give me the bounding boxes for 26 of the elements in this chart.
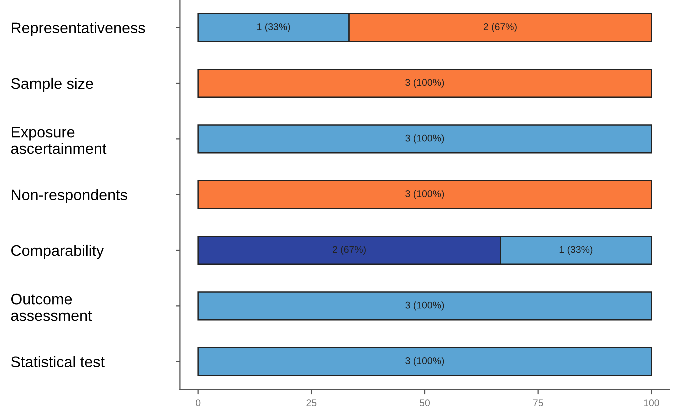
bar: [198, 292, 652, 321]
x-tick-label: 50: [420, 400, 430, 407]
bar: [198, 180, 652, 210]
data-label: 3 (100%): [406, 134, 444, 144]
x-tick-label: 75: [533, 400, 544, 407]
y-tick-label: Exposure ascertainment: [11, 127, 107, 154]
y-tick-label: Comparability: [12, 244, 104, 260]
bar: [198, 124, 652, 154]
data-label: 3 (100%): [406, 190, 444, 200]
data-label: 2 (67%): [484, 23, 517, 32]
data-label: 3 (100%): [406, 78, 444, 88]
y-tick-label: Non-respondents: [12, 189, 128, 204]
x-tick-label: 25: [306, 400, 317, 407]
data-label: 1 (33%): [560, 246, 593, 256]
data-label: 2 (67%): [332, 246, 366, 256]
y-tick-label: Outcome assessment: [11, 294, 92, 322]
bar: [198, 68, 652, 98]
y-tick-label: Sample size: [11, 78, 94, 92]
bar: [198, 347, 652, 376]
data-label: 1 (33%): [258, 23, 290, 32]
y-tick-label: Statistical test: [11, 356, 105, 368]
x-tick-label: 0: [196, 400, 201, 407]
data-label: 3 (100%): [406, 357, 444, 366]
data-label: 3 (100%): [406, 302, 444, 311]
y-tick-label: Representativeness: [12, 22, 146, 37]
x-tick-label: 100: [644, 400, 660, 407]
